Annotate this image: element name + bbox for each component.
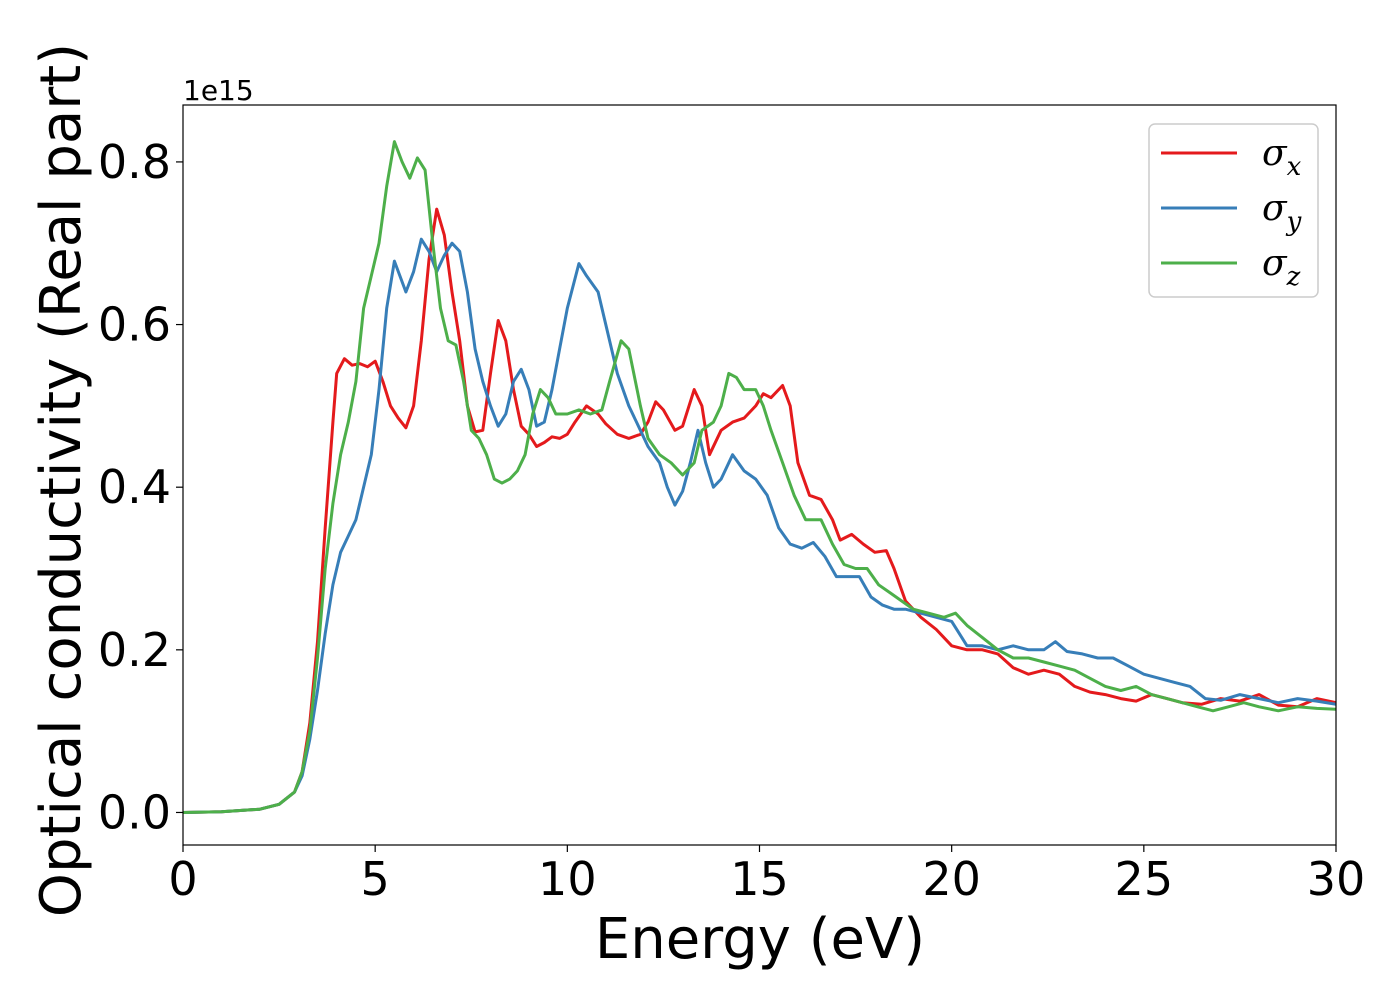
x-axis: 0 5 10 15 20 25 30 xyxy=(168,845,1365,906)
x-tick-label: 10 xyxy=(538,852,597,906)
legend: σx σy σz xyxy=(1148,123,1319,298)
legend-box xyxy=(1148,123,1319,298)
y-tick-label: 0.2 xyxy=(98,623,171,677)
x-tick-label: 0 xyxy=(168,852,197,906)
x-tick-label: 30 xyxy=(1307,852,1366,906)
y-axis: 0.0 0.2 0.4 0.6 0.8 xyxy=(98,135,183,839)
legend-label-x: σx xyxy=(1262,133,1302,182)
y-tick-label: 0.4 xyxy=(98,460,171,514)
x-tick-label: 15 xyxy=(730,852,789,906)
series-line-y xyxy=(183,237,1336,814)
x-tick-label: 5 xyxy=(361,852,390,906)
x-tick-label: 20 xyxy=(922,852,981,906)
x-tick-label: 25 xyxy=(1115,852,1174,906)
series-line-x xyxy=(183,207,1336,814)
legend-label-z: σz xyxy=(1262,243,1301,292)
x-axis-label: Energy (eV) xyxy=(595,907,925,972)
y-offset-label: 1e15 xyxy=(183,74,254,107)
y-tick-label: 0.6 xyxy=(98,298,171,352)
y-tick-label: 0.8 xyxy=(98,135,171,189)
y-axis-label: Optical conductivity (Real part) xyxy=(29,43,94,917)
series-line-z xyxy=(183,140,1336,814)
legend-label-y: σy xyxy=(1262,188,1302,237)
y-tick-label: 0.0 xyxy=(98,785,171,839)
